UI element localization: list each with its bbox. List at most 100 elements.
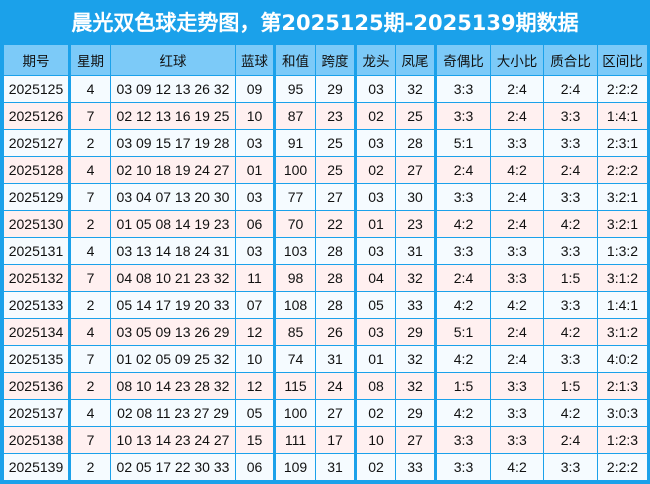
table-row: 2025138 7 10 13 14 23 24 27 15 111 17 10 27 3:3 3… bbox=[3, 426, 648, 454]
cell-zone-ratio: 3:1:2 bbox=[597, 264, 648, 292]
cell-odd-even-ratio: 4:2 bbox=[435, 399, 491, 427]
cell-sum: 70 bbox=[274, 210, 316, 238]
cell-first-number: 03 bbox=[355, 237, 396, 265]
column-header-odd-even-ratio: 奇偶比 bbox=[435, 44, 491, 76]
cell-red-balls: 05 14 17 19 20 33 bbox=[110, 291, 236, 319]
table-row: 2025128 4 02 10 18 19 24 27 01 100 25 02 27 2:4 4… bbox=[3, 156, 648, 184]
cell-zone-ratio: 2:2:2 bbox=[597, 453, 648, 481]
cell-red-balls: 08 10 14 23 28 32 bbox=[110, 372, 236, 400]
table-row: 2025139 2 02 05 17 22 30 33 06 109 31 02 33 3:3 4… bbox=[3, 453, 648, 481]
cell-blue-ball: 15 bbox=[235, 426, 276, 454]
cell-prime-composite-ratio: 2:4 bbox=[543, 156, 598, 184]
cell-blue-ball: 03 bbox=[235, 129, 276, 157]
cell-prime-composite-ratio: 3:3 bbox=[543, 291, 598, 319]
cell-weekday: 2 bbox=[69, 291, 111, 319]
cell-red-balls: 04 08 10 21 23 32 bbox=[110, 264, 236, 292]
cell-big-small-ratio: 2:4 bbox=[490, 318, 544, 346]
table-row: 2025130 2 01 05 08 14 19 23 06 70 22 01 23 4:2 2:… bbox=[3, 210, 648, 238]
cell-red-balls: 02 08 11 23 27 29 bbox=[110, 399, 236, 427]
cell-blue-ball: 12 bbox=[235, 372, 276, 400]
cell-prime-composite-ratio: 1:5 bbox=[543, 264, 598, 292]
cell-prime-composite-ratio: 3:3 bbox=[543, 129, 598, 157]
cell-weekday: 4 bbox=[69, 318, 111, 346]
trend-table: 期号 星期 红球 蓝球 和值 跨度 龙头 凤尾 奇偶比 大小比 质合比 区间比 2025125 4 03 … bbox=[3, 44, 648, 481]
table-row: 2025131 4 03 13 14 18 24 31 03 103 28 03 31 3:3 3… bbox=[3, 237, 648, 265]
cell-weekday: 7 bbox=[69, 426, 111, 454]
column-header-prime-composite-ratio: 质合比 bbox=[543, 44, 598, 76]
cell-zone-ratio: 2:2:2 bbox=[597, 156, 648, 184]
cell-prime-composite-ratio: 4:2 bbox=[543, 210, 598, 238]
cell-span: 27 bbox=[315, 183, 357, 211]
table-row: 2025135 7 01 02 05 09 25 32 10 74 31 01 32 4:2 2:… bbox=[3, 345, 648, 373]
cell-odd-even-ratio: 4:2 bbox=[435, 291, 491, 319]
cell-odd-even-ratio: 3:3 bbox=[435, 453, 491, 481]
cell-span: 23 bbox=[315, 102, 357, 130]
page-title: 晨光双色球走势图，第2025125期-2025139期数据 bbox=[71, 11, 579, 35]
cell-blue-ball: 11 bbox=[235, 264, 276, 292]
cell-span: 28 bbox=[315, 264, 357, 292]
cell-span: 28 bbox=[315, 291, 357, 319]
cell-last-number: 28 bbox=[395, 129, 437, 157]
cell-first-number: 02 bbox=[355, 453, 396, 481]
cell-first-number: 03 bbox=[355, 183, 396, 211]
cell-last-number: 29 bbox=[395, 399, 437, 427]
cell-sum: 115 bbox=[274, 372, 316, 400]
cell-last-number: 31 bbox=[395, 237, 437, 265]
cell-last-number: 33 bbox=[395, 453, 437, 481]
cell-last-number: 30 bbox=[395, 183, 437, 211]
cell-prime-composite-ratio: 3:3 bbox=[543, 102, 598, 130]
cell-red-balls: 03 13 14 18 24 31 bbox=[110, 237, 236, 265]
cell-zone-ratio: 3:2:1 bbox=[597, 210, 648, 238]
cell-zone-ratio: 3:0:3 bbox=[597, 399, 648, 427]
cell-blue-ball: 03 bbox=[235, 237, 276, 265]
cell-first-number: 01 bbox=[355, 345, 396, 373]
cell-first-number: 03 bbox=[355, 75, 396, 103]
cell-first-number: 02 bbox=[355, 102, 396, 130]
cell-sum: 109 bbox=[274, 453, 316, 481]
cell-sum: 87 bbox=[274, 102, 316, 130]
column-header-zone-ratio: 区间比 bbox=[597, 44, 648, 76]
table-row: 2025125 4 03 09 12 13 26 32 09 95 29 03 32 3:3 2:… bbox=[3, 75, 648, 103]
table-row: 2025137 4 02 08 11 23 27 29 05 100 27 02 29 4:2 3… bbox=[3, 399, 648, 427]
cell-sum: 74 bbox=[274, 345, 316, 373]
cell-red-balls: 02 10 18 19 24 27 bbox=[110, 156, 236, 184]
column-header-first-number: 龙头 bbox=[355, 44, 396, 76]
cell-last-number: 23 bbox=[395, 210, 437, 238]
cell-prime-composite-ratio: 3:3 bbox=[543, 345, 598, 373]
cell-span: 17 bbox=[315, 426, 357, 454]
cell-first-number: 02 bbox=[355, 399, 396, 427]
table-header: 期号 星期 红球 蓝球 和值 跨度 龙头 凤尾 奇偶比 大小比 质合比 区间比 bbox=[3, 44, 648, 76]
column-header-span: 跨度 bbox=[315, 44, 357, 76]
cell-big-small-ratio: 2:4 bbox=[490, 75, 544, 103]
cell-sum: 108 bbox=[274, 291, 316, 319]
cell-span: 28 bbox=[315, 237, 357, 265]
cell-sum: 111 bbox=[274, 426, 316, 454]
cell-issue: 2025136 bbox=[3, 372, 71, 400]
cell-sum: 85 bbox=[274, 318, 316, 346]
column-header-big-small-ratio: 大小比 bbox=[490, 44, 544, 76]
cell-last-number: 32 bbox=[395, 75, 437, 103]
table-row: 2025126 7 02 12 13 16 19 25 10 87 23 02 25 3:3 2:… bbox=[3, 102, 648, 130]
cell-big-small-ratio: 2:4 bbox=[490, 183, 544, 211]
cell-red-balls: 02 05 17 22 30 33 bbox=[110, 453, 236, 481]
table-row: 2025127 2 03 09 15 17 19 28 03 91 25 03 28 5:1 3:… bbox=[3, 129, 648, 157]
cell-weekday: 7 bbox=[69, 264, 111, 292]
cell-odd-even-ratio: 3:3 bbox=[435, 102, 491, 130]
cell-zone-ratio: 2:3:1 bbox=[597, 129, 648, 157]
cell-last-number: 27 bbox=[395, 156, 437, 184]
cell-first-number: 04 bbox=[355, 264, 396, 292]
cell-red-balls: 01 02 05 09 25 32 bbox=[110, 345, 236, 373]
cell-red-balls: 10 13 14 23 24 27 bbox=[110, 426, 236, 454]
cell-big-small-ratio: 2:4 bbox=[490, 345, 544, 373]
cell-weekday: 4 bbox=[69, 156, 111, 184]
cell-blue-ball: 10 bbox=[235, 102, 276, 130]
cell-zone-ratio: 1:4:1 bbox=[597, 102, 648, 130]
cell-big-small-ratio: 3:3 bbox=[490, 372, 544, 400]
cell-last-number: 32 bbox=[395, 345, 437, 373]
cell-first-number: 10 bbox=[355, 426, 396, 454]
cell-span: 27 bbox=[315, 399, 357, 427]
cell-weekday: 4 bbox=[69, 75, 111, 103]
cell-odd-even-ratio: 1:5 bbox=[435, 372, 491, 400]
cell-big-small-ratio: 4:2 bbox=[490, 453, 544, 481]
cell-zone-ratio: 2:2:2 bbox=[597, 75, 648, 103]
